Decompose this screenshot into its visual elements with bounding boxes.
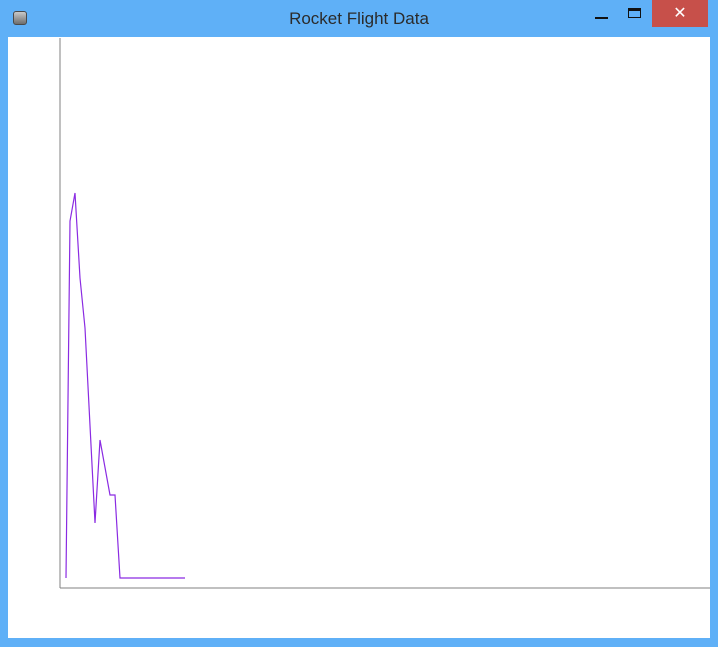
maximize-button[interactable] xyxy=(618,0,650,27)
app-icon[interactable] xyxy=(13,11,27,25)
window-title: Rocket Flight Data xyxy=(289,9,429,28)
maximize-icon xyxy=(628,8,641,18)
flight-chart xyxy=(59,38,710,589)
series-line-0 xyxy=(65,192,185,579)
close-button[interactable]: ✕ xyxy=(652,0,708,27)
client-area xyxy=(8,37,710,638)
minimize-icon xyxy=(595,17,608,19)
minimize-button[interactable] xyxy=(585,0,617,27)
title-bar[interactable]: Rocket Flight Data ✕ xyxy=(0,0,718,37)
close-icon: ✕ xyxy=(673,3,687,22)
